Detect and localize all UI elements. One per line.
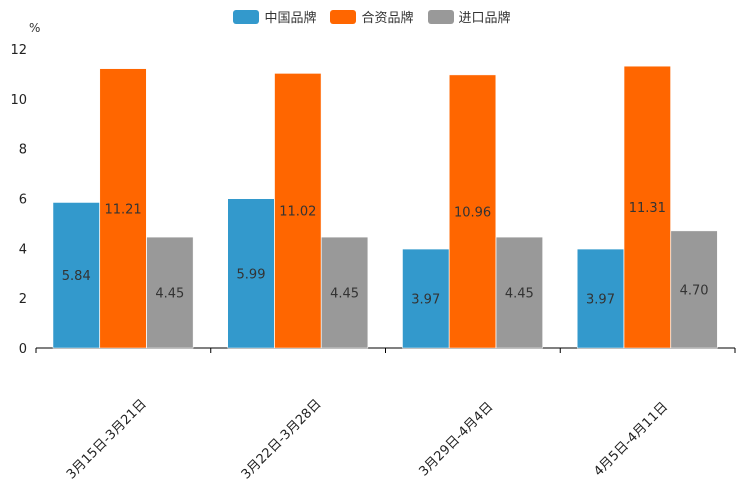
- legend-label-joint-venture-brand: 合资品牌: [361, 11, 414, 26]
- bar: [670, 230, 718, 349]
- legend-label-imported-brand: 进口品牌: [458, 11, 511, 26]
- x-tick-label: 3月29日-4月4日: [416, 400, 496, 480]
- bar-value-label: 3.97: [411, 293, 440, 308]
- bar: [274, 73, 322, 349]
- legend-item-china-brand[interactable]: 中国品牌: [233, 7, 316, 26]
- y-axis-unit-label: %: [29, 21, 41, 35]
- y-tick-label: 2: [19, 292, 27, 307]
- legend-item-imported-brand[interactable]: 进口品牌: [427, 7, 511, 26]
- y-tick-label: 12: [10, 43, 27, 58]
- bar-value-label: 4.45: [505, 287, 534, 302]
- bar: [52, 202, 100, 349]
- x-tick-label: 3月22日-3月28日: [239, 397, 325, 483]
- bar-value-label: 11.02: [279, 205, 316, 220]
- bar-value-label: 4.45: [155, 287, 184, 302]
- bar: [495, 236, 543, 349]
- bar: [99, 68, 147, 349]
- bar: [623, 65, 671, 349]
- legend: 中国品牌 合资品牌 进口品牌: [0, 7, 744, 26]
- x-tick-label: 3月15日-3月21日: [64, 397, 150, 483]
- bar: [146, 236, 194, 349]
- bar: [321, 236, 369, 349]
- legend-swatch-imported-brand: [427, 9, 454, 24]
- bar-value-label: 4.70: [680, 283, 709, 298]
- bar: [227, 198, 275, 349]
- y-tick-label: 8: [19, 143, 27, 158]
- bar-value-label: 11.31: [629, 201, 666, 216]
- y-tick-label: 0: [19, 342, 27, 357]
- bar: [577, 248, 624, 349]
- y-tick-label: 10: [10, 93, 27, 108]
- legend-swatch-china-brand: [233, 9, 260, 24]
- bar-value-label: 5.99: [237, 267, 266, 282]
- x-tick-label: 4月5日-4月11日: [591, 400, 671, 480]
- bar-value-label: 11.21: [104, 202, 141, 217]
- legend-swatch-joint-venture-brand: [330, 9, 357, 24]
- bar-value-label: 10.96: [454, 205, 491, 220]
- y-tick-label: 4: [19, 242, 27, 257]
- bar: [449, 74, 497, 349]
- legend-label-china-brand: 中国品牌: [264, 11, 317, 26]
- bar: [402, 248, 450, 349]
- y-tick-label: 6: [19, 193, 27, 208]
- bar-value-label: 3.97: [586, 293, 615, 308]
- legend-item-joint-venture-brand[interactable]: 合资品牌: [330, 7, 414, 26]
- bar-value-label: 5.84: [62, 269, 91, 284]
- bar-value-label: 4.45: [330, 287, 359, 302]
